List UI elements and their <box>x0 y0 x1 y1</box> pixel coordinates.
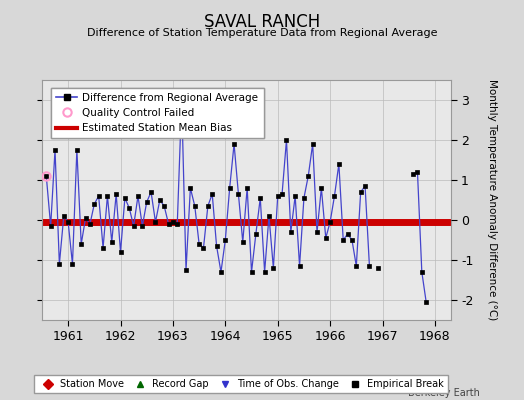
Text: Difference of Station Temperature Data from Regional Average: Difference of Station Temperature Data f… <box>87 28 437 38</box>
Text: Berkeley Earth: Berkeley Earth <box>408 388 479 398</box>
Legend: Difference from Regional Average, Quality Control Failed, Estimated Station Mean: Difference from Regional Average, Qualit… <box>51 88 264 138</box>
Text: SAVAL RANCH: SAVAL RANCH <box>204 13 320 31</box>
Y-axis label: Monthly Temperature Anomaly Difference (°C): Monthly Temperature Anomaly Difference (… <box>487 79 497 321</box>
Legend: Station Move, Record Gap, Time of Obs. Change, Empirical Break: Station Move, Record Gap, Time of Obs. C… <box>34 375 448 393</box>
